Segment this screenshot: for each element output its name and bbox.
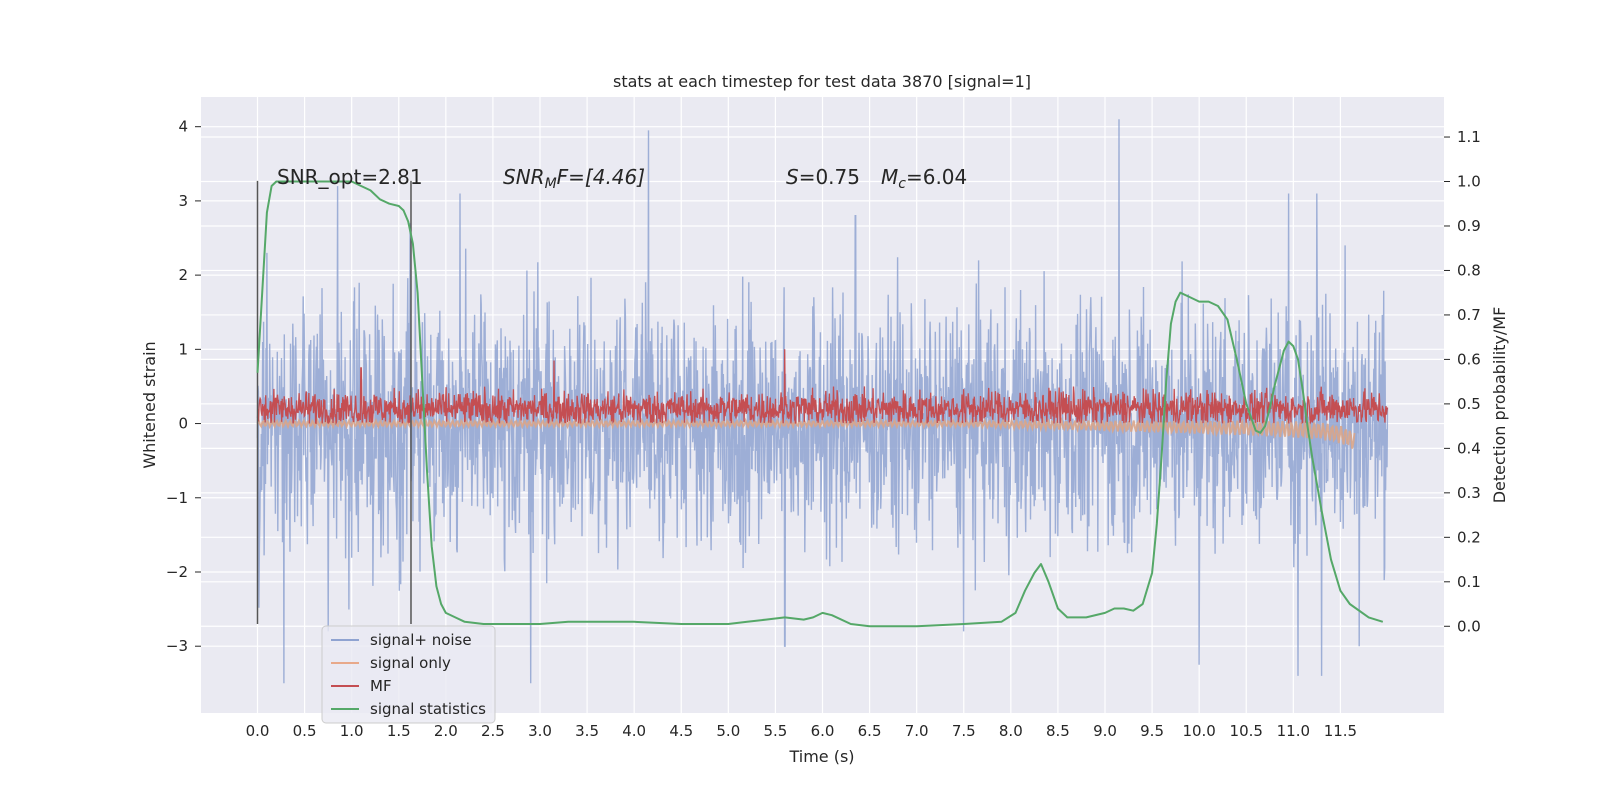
- annotation-snr-mf-sub: M: [545, 176, 557, 192]
- y-tick-label: 4: [178, 118, 188, 136]
- annotation-mc-number: =6.04: [906, 165, 967, 189]
- legend-label-signal-statistics: signal statistics: [370, 700, 486, 718]
- signal-statistics-line: [256, 180, 1384, 628]
- signal-noise-line: [256, 119, 1389, 684]
- y-tick-label: 0: [178, 415, 188, 433]
- annotations: SNR_opt=2.81 SNRMF=[4.46] S=0.75 Mc=6.04: [277, 165, 967, 192]
- x-tick-label: 0.5: [293, 722, 317, 740]
- annotation-snr-mf: SNRMF=[4.46]: [503, 165, 645, 192]
- x-tick-label: 9.5: [1140, 722, 1164, 740]
- y2-axis-ticks: 1.1 1.0 0.9 0.8 0.7 0.6 0.5 0.4 0.3 0.2 0.1 0.0: [1444, 128, 1481, 635]
- signal-only-line: [256, 416, 1356, 449]
- x-tick-label: 11.0: [1277, 722, 1310, 740]
- x-tick-label: 10.5: [1230, 722, 1263, 740]
- y-tick-label: 1: [178, 340, 188, 358]
- injection-markers: [256, 180, 412, 624]
- y2-tick-label: 0.7: [1457, 306, 1481, 324]
- x-axis-ticks: 0.0 0.5 1.0 1.5 2.0 2.5 3.0 3.5 4.0 4.5 5.0 5.5 6.0 6…: [246, 722, 1358, 740]
- annotation-mc-value: Mc=6.04: [881, 165, 967, 192]
- series-mf: [256, 349, 1389, 426]
- y2-tick-label: 0.4: [1457, 439, 1481, 457]
- x-tick-label: 7.0: [905, 722, 929, 740]
- annotation-mc-symbol: M: [881, 165, 898, 189]
- x-tick-label: 3.0: [528, 722, 552, 740]
- legend-label-signal-noise: signal+ noise: [370, 631, 472, 649]
- y2-tick-label: 1.0: [1457, 173, 1481, 191]
- x-tick-label: 9.0: [1093, 722, 1117, 740]
- annotation-s-number: =0.75: [799, 165, 860, 189]
- annotation-snr-opt: SNR_opt=2.81: [277, 165, 423, 189]
- y2-tick-label: 1.1: [1457, 128, 1481, 146]
- mf-line: [256, 349, 1389, 426]
- annotation-s-value: S=0.75: [786, 165, 860, 189]
- annotation-snr-mf-rest: F=[4.46]: [557, 165, 645, 189]
- x-tick-label: 8.0: [999, 722, 1023, 740]
- x-tick-label: 1.5: [387, 722, 411, 740]
- x-tick-label: 8.5: [1046, 722, 1070, 740]
- annotation-mc-sub: c: [898, 176, 906, 192]
- y2-tick-label: 0.6: [1457, 350, 1481, 368]
- legend: signal+ noise signal only MF signal stat…: [321, 625, 496, 724]
- y2-axis-label: Detection probability/MF: [1490, 307, 1509, 504]
- x-tick-label: 4.5: [669, 722, 693, 740]
- y-axis-ticks: 4 3 2 1 0 −1 −2 −3: [166, 118, 201, 655]
- x-tick-label: 11.5: [1324, 722, 1357, 740]
- y-tick-label: −3: [166, 637, 188, 655]
- x-tick-label: 0.0: [246, 722, 270, 740]
- y-tick-label: −2: [166, 563, 188, 581]
- x-tick-label: 5.0: [716, 722, 740, 740]
- x-axis-label: Time (s): [788, 747, 854, 766]
- x-tick-label: 10.0: [1182, 722, 1215, 740]
- legend-label-signal-only: signal only: [370, 654, 451, 672]
- legend-label-mf: MF: [370, 677, 392, 695]
- annotation-snr-mf-main: SNR: [503, 165, 545, 189]
- y2-tick-label: 0.1: [1457, 573, 1481, 591]
- y-tick-label: 3: [178, 192, 188, 210]
- x-tick-label: 1.0: [340, 722, 364, 740]
- series-signal-noise: [256, 119, 1389, 684]
- y2-tick-label: 0.5: [1457, 395, 1481, 413]
- series-signal-only: [256, 416, 1356, 449]
- y2-tick-label: 0.0: [1457, 617, 1481, 635]
- x-tick-label: 5.5: [763, 722, 787, 740]
- x-tick-label: 4.0: [622, 722, 646, 740]
- x-tick-label: 6.5: [858, 722, 882, 740]
- x-tick-label: 6.0: [811, 722, 835, 740]
- series-signal-statistics: [256, 180, 1384, 628]
- y-axis-label: Whitened strain: [140, 341, 159, 468]
- y2-tick-label: 0.3: [1457, 484, 1481, 502]
- y2-tick-label: 0.8: [1457, 261, 1481, 279]
- annotation-s-symbol: S: [786, 165, 799, 189]
- chart-title: stats at each timestep for test data 387…: [613, 72, 1031, 91]
- y2-tick-label: 0.9: [1457, 217, 1481, 235]
- y2-tick-label: 0.2: [1457, 528, 1481, 546]
- x-tick-label: 2.5: [481, 722, 505, 740]
- legend-box: [321, 625, 496, 724]
- y-tick-label: −1: [166, 489, 188, 507]
- x-tick-label: 3.5: [575, 722, 599, 740]
- x-tick-label: 7.5: [952, 722, 976, 740]
- x-tick-label: 2.0: [434, 722, 458, 740]
- y-tick-label: 2: [178, 266, 188, 284]
